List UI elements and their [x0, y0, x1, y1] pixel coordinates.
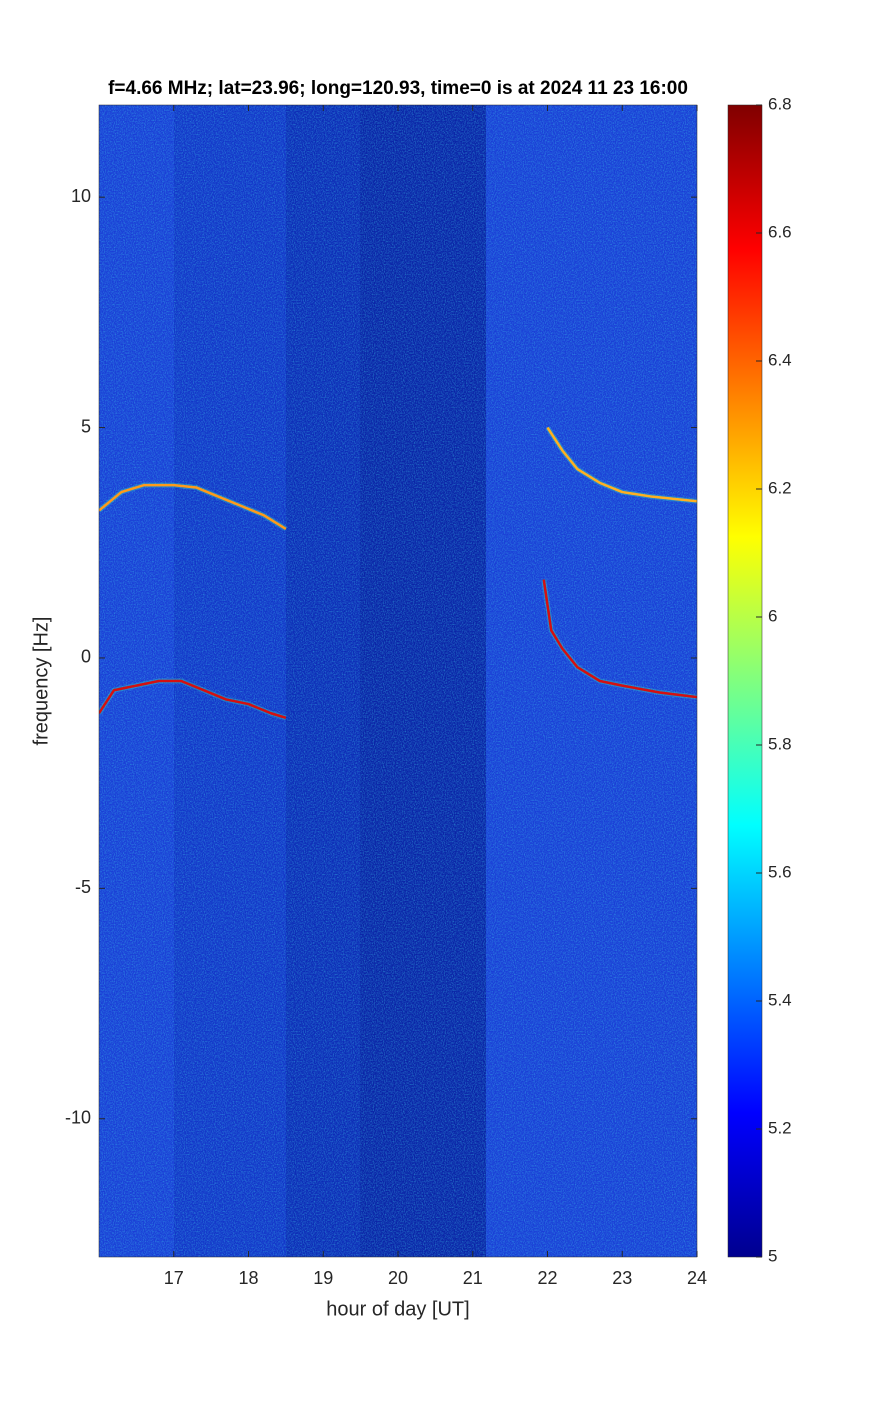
- ridge-trace: [542, 579, 697, 699]
- background-noise: [99, 105, 697, 1257]
- y-tick-label: -5: [75, 877, 91, 897]
- y-tick-label: 5: [81, 416, 91, 436]
- x-axis-label: hour of day [UT]: [326, 1298, 469, 1320]
- colorbar-tick-label: 5.6: [768, 862, 792, 881]
- chart-title: f=4.66 MHz; lat=23.96; long=120.93, time…: [108, 78, 688, 99]
- x-tick-label: 23: [612, 1268, 632, 1288]
- colorbar-tick-label: 5.4: [768, 990, 792, 1009]
- colorbar-tick-label: 5.8: [768, 734, 792, 753]
- y-axis-label: frequency [Hz]: [30, 617, 52, 746]
- colorbar-tick-label: 6.4: [768, 350, 792, 369]
- x-tick-label: 20: [388, 1268, 408, 1288]
- x-tick-label: 24: [687, 1268, 707, 1288]
- traces: [99, 426, 697, 721]
- colorbar-tick-label: 6.2: [768, 478, 792, 497]
- colorbar-tick-label: 5.2: [768, 1118, 792, 1137]
- x-tick-label: 19: [313, 1268, 333, 1288]
- y-tick-label: 0: [81, 647, 91, 667]
- colorbar-tick-label: 6.6: [768, 222, 792, 241]
- y-tick-label: 10: [71, 186, 91, 206]
- x-tick-label: 18: [238, 1268, 258, 1288]
- y-tick-label: -10: [65, 1108, 91, 1128]
- ridge-trace: [546, 426, 697, 503]
- colorbar: [727, 104, 763, 1258]
- ridge-trace: [99, 483, 287, 531]
- colorbar-tick-label: 6.8: [768, 94, 792, 113]
- x-tick-label: 21: [463, 1268, 483, 1288]
- colorbar-tick-label: 6: [768, 606, 777, 625]
- colorbar-tick-label: 5: [768, 1246, 777, 1265]
- ridge-trace: [99, 679, 287, 720]
- x-tick-label: 22: [537, 1268, 557, 1288]
- x-tick-label: 17: [164, 1268, 184, 1288]
